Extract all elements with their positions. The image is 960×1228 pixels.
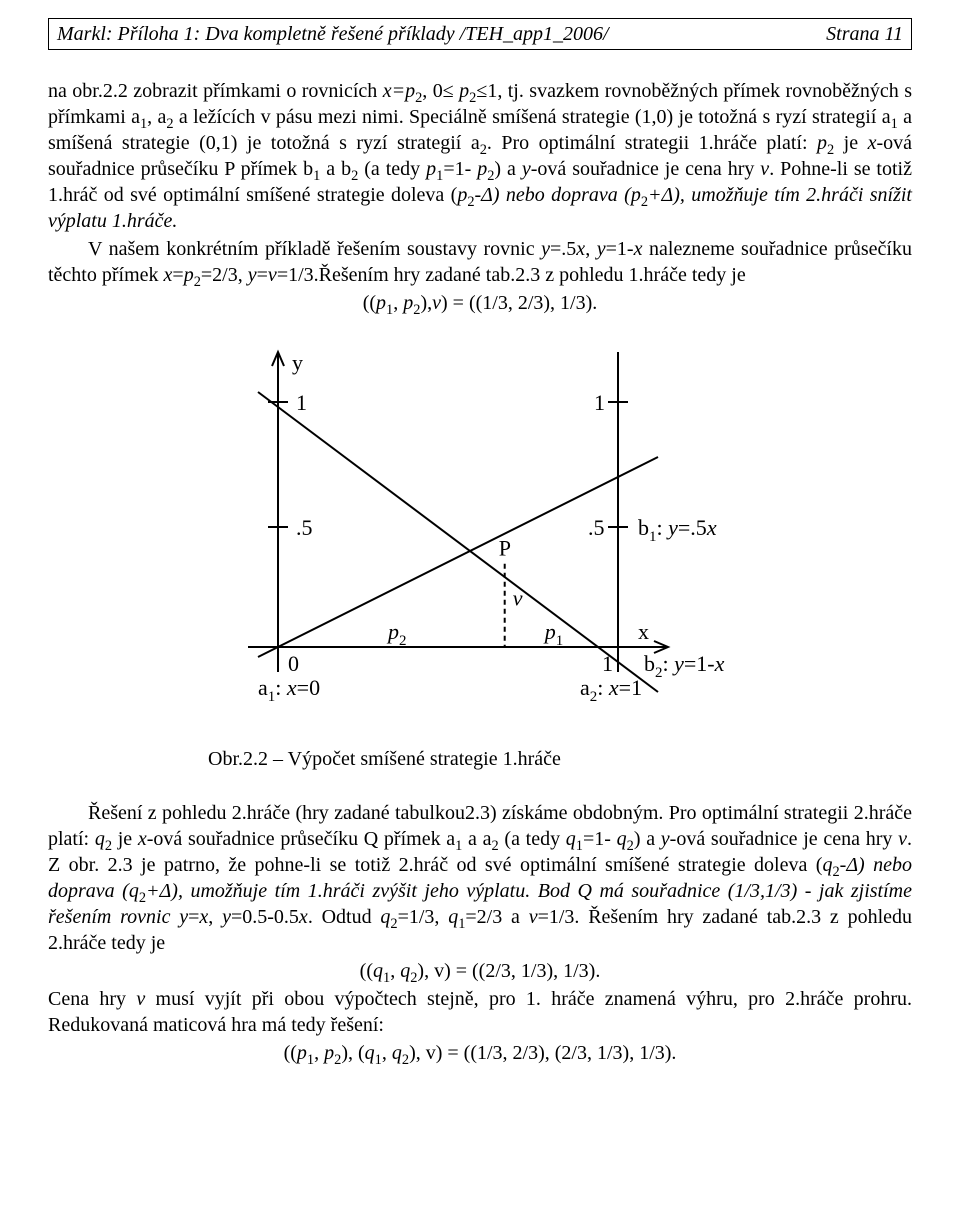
paragraph-4: Cena hry v musí vyjít při obou výpočtech…	[48, 986, 912, 1038]
header-right: Strana 11	[826, 21, 903, 47]
svg-text:.5: .5	[588, 515, 605, 540]
equation-1: ((p1, p2),v) = ((1/3, 2/3), 1/3).	[48, 290, 912, 316]
svg-text:.5: .5	[296, 515, 313, 540]
svg-text:a1: x=0: a1: x=0	[258, 675, 320, 705]
svg-text:1: 1	[594, 390, 605, 415]
svg-text:y: y	[292, 350, 303, 375]
figure-caption: Obr.2.2 – Výpočet smíšené strategie 1.hr…	[208, 746, 912, 772]
svg-text:a2: x=1: a2: x=1	[580, 675, 642, 705]
equation-3: ((p1, p2), (q1, q2), v) = ((1/3, 2/3), (…	[48, 1040, 912, 1066]
header-left: Markl: Příloha 1: Dva kompletně řešené p…	[57, 21, 609, 47]
svg-text:p2: p2	[386, 619, 407, 649]
svg-text:b2: y=1-x: b2: y=1-x	[644, 651, 725, 681]
paragraph-1: na obr.2.2 zobrazit přímkami o rovnicích…	[48, 78, 912, 234]
figure-2-2: y 1 1 .5 .5 Pv p2 p1 x 0 1 a1: x=0 a2: x=1 b1: y=.5x b…	[228, 342, 912, 722]
equation-2: ((q1, q2), v) = ((2/3, 1/3), 1/3).	[48, 958, 912, 984]
svg-text:p1: p1	[543, 619, 564, 649]
svg-text:x: x	[638, 619, 649, 644]
paragraph-3: Řešení z pohledu 2.hráče (hry zadané tab…	[48, 800, 912, 956]
svg-text:1: 1	[602, 651, 613, 676]
diagram-svg: y 1 1 .5 .5 Pv p2 p1 x 0 1 a1: x=0 a2: x=1 b1: y=.5x b…	[228, 342, 748, 722]
svg-text:b1: y=.5x: b1: y=.5x	[638, 515, 717, 545]
svg-text:v: v	[513, 585, 523, 610]
svg-text:1: 1	[296, 390, 307, 415]
svg-text:0: 0	[288, 651, 299, 676]
paragraph-2: V našem konkrétním příkladě řešením sous…	[48, 236, 912, 288]
svg-text:P: P	[499, 536, 511, 561]
page-header: Markl: Příloha 1: Dva kompletně řešené p…	[48, 18, 912, 50]
